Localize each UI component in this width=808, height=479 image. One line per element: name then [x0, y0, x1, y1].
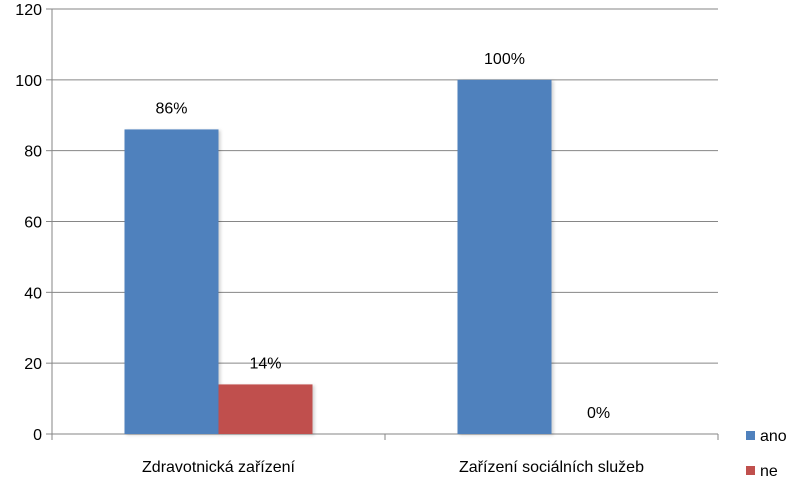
y-tick-label: 120	[15, 2, 42, 19]
data-label-ano-1: 100%	[484, 51, 525, 68]
y-tick-label: 0	[33, 427, 42, 444]
x-category-label: Zdravotnická zařízení	[142, 459, 296, 476]
data-label-ne-0: 14%	[249, 355, 281, 372]
data-label-ne-1: 0%	[587, 405, 610, 422]
bar-ano-0	[124, 129, 219, 434]
y-tick-label: 40	[24, 285, 42, 302]
legend-label-ano: ano	[760, 428, 787, 445]
x-category-label: Zařízení sociálních služeb	[459, 459, 644, 476]
axes: 0 20 40 60 80 100 120 Zdravotnická zařízení Zaří…	[15, 2, 719, 476]
legend-swatch-ne	[746, 466, 755, 475]
bars	[124, 79, 552, 434]
legend-label-ne: ne	[760, 463, 778, 479]
y-tick-label: 20	[24, 356, 42, 373]
data-label-ano-0: 86%	[155, 100, 187, 117]
y-tick-label: 100	[15, 73, 42, 90]
data-labels: 86% 14% 100% 0%	[155, 51, 610, 422]
y-tick-label: 80	[24, 144, 42, 161]
legend: ano ne	[746, 428, 787, 479]
bar-ne-0	[218, 384, 313, 434]
bar-ano-1	[457, 79, 552, 434]
legend-swatch-ano	[746, 431, 755, 440]
y-tick-label: 60	[24, 215, 42, 232]
